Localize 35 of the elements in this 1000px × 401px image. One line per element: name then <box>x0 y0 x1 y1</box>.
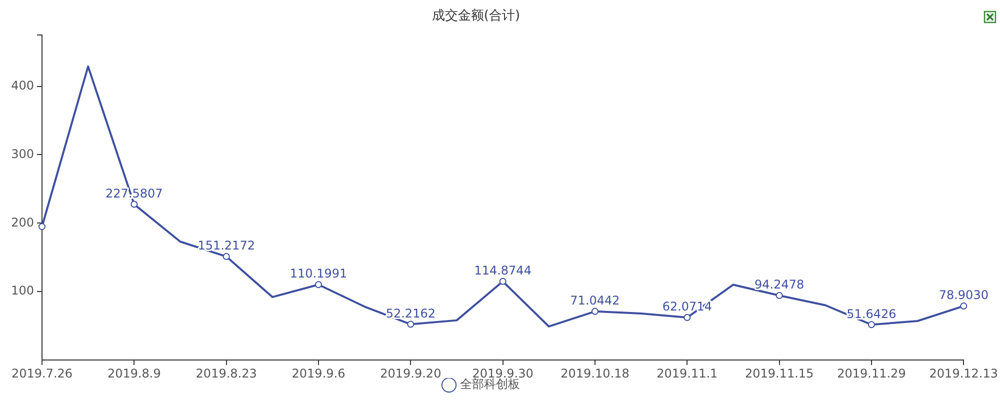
point <box>684 314 691 322</box>
x-tick-label: 2019.11.29 <box>837 366 906 380</box>
point <box>499 278 506 285</box>
point <box>591 308 598 315</box>
x-tick-label: 2019.11.1 <box>656 366 718 380</box>
y-tick-label: 400 <box>11 78 34 92</box>
data-label: 52.2162 <box>386 306 436 320</box>
point <box>960 302 968 310</box>
x-tick-label: 2019.8.23 <box>196 366 257 380</box>
point <box>130 200 138 208</box>
data-label: 78.9030 <box>938 288 988 302</box>
y-tick-label: 300 <box>11 146 34 161</box>
x-tick-label: 2019.8.9 <box>107 366 161 380</box>
data-label: 51.6426 <box>846 306 896 321</box>
chart-title: 成交金额(合计) <box>432 7 520 24</box>
point <box>776 292 783 300</box>
x-tick-label: 2019.7.26 <box>11 366 73 380</box>
y-tick-label: 100 <box>11 284 34 298</box>
x-tick-label: 2019.9.20 <box>380 366 442 380</box>
point <box>407 320 414 328</box>
x-tick-label: 2019.11.15 <box>744 366 814 380</box>
x-tick-label: 2019.12.13 <box>929 366 998 380</box>
y-tick-label: 200 <box>11 215 34 230</box>
point <box>868 321 875 328</box>
data-label: 110.1991 <box>290 266 348 281</box>
point <box>314 281 322 288</box>
data-label: 151.2172 <box>198 238 255 253</box>
point <box>38 223 46 230</box>
point <box>222 253 230 260</box>
data-label: 71.0442 <box>570 294 620 308</box>
legend-label: 全部科创板 <box>460 377 520 392</box>
x-tick-label: 2019.9.6 <box>292 366 346 380</box>
data-label: 114.8744 <box>474 264 532 278</box>
data-label: 94.2478 <box>754 278 804 292</box>
x-tick-label: 2019.10.18 <box>560 366 630 380</box>
